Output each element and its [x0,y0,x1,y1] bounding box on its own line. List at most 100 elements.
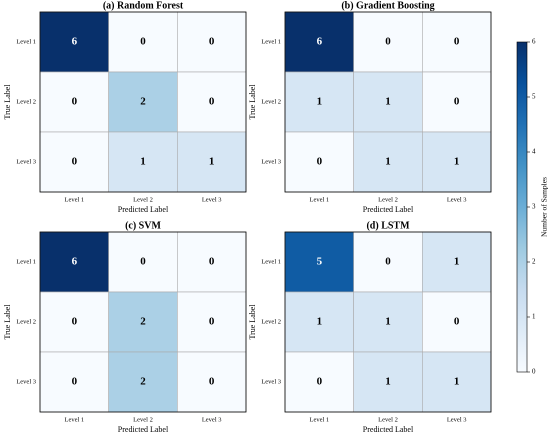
colorbar-tick-label: 3 [532,203,536,211]
colorbar-tick-label: 1 [532,313,536,321]
y-tick-label: Level 1 [16,258,36,265]
cell [108,351,178,413]
cell-label: 6 [72,256,78,268]
x-axis-label: Predicted Label [118,205,169,214]
cell [108,231,178,293]
cell-label: 0 [454,96,460,108]
cell [353,131,423,193]
plot-frame [284,231,492,413]
y-tick-label: Level 3 [16,378,36,385]
y-tick-label: Level 1 [261,258,281,265]
panel-title: (c) SVM [125,220,161,231]
cell-label: 1 [454,376,460,388]
colorbar-label: Number of Samples [540,177,549,237]
cell [39,351,109,413]
x-tick-label: Level 2 [133,196,153,203]
x-tick-label: Level 1 [64,196,84,203]
cell-label: 6 [317,36,323,48]
y-axis-label: True Label [3,304,12,340]
cell-label: 0 [140,36,146,48]
x-axis-label: Predicted Label [363,205,414,214]
cell [353,71,423,133]
cell-label: 2 [140,376,146,388]
cell [177,71,247,133]
x-tick-label: Level 3 [447,416,467,423]
x-tick-label: Level 1 [309,416,329,423]
panel-title: (a) Random Forest [103,0,184,11]
cell-label: 0 [140,256,146,268]
cell-label: 0 [454,36,460,48]
cell-label: 1 [385,376,391,388]
panel-title: (d) LSTM [366,220,410,231]
cell-label: 1 [454,156,460,168]
cell [284,131,354,193]
plot-frame [284,11,492,193]
cell-label: 1 [454,256,460,268]
cell [39,231,109,293]
x-tick-label: Level 3 [202,416,222,423]
cell [108,11,178,73]
cell-label: 1 [385,156,391,168]
cell-label: 0 [209,256,215,268]
cell-label: 1 [140,156,146,168]
cell [108,131,178,193]
cell-label: 0 [72,376,78,388]
x-tick-label: Level 3 [202,196,222,203]
cell [177,291,247,353]
cell [108,71,178,133]
cell [284,11,354,73]
cell-label: 6 [72,36,78,48]
cell-label: 0 [385,256,391,268]
y-axis-label: True Label [248,304,257,340]
cell-label: 0 [72,96,78,108]
cell [39,11,109,73]
colorbar-tick-label: 5 [532,93,536,101]
panel-title: (b) Gradient Boosting [341,0,434,11]
plot-frame [39,231,247,413]
y-tick-label: Level 2 [16,318,36,325]
colorbar [516,41,528,373]
x-tick-label: Level 1 [309,196,329,203]
cell [422,71,492,133]
cell [422,11,492,73]
cell-label: 0 [209,96,215,108]
x-tick-label: Level 3 [447,196,467,203]
cell [353,11,423,73]
colorbar-tick-label: 6 [532,38,536,46]
cell [108,291,178,353]
cell-label: 1 [209,156,215,168]
cell-label: 1 [317,96,323,108]
cell-label: 2 [140,316,146,328]
cell-label: 2 [140,96,146,108]
y-tick-label: Level 2 [16,98,36,105]
cell [353,351,423,413]
y-tick-label: Level 1 [261,38,281,45]
colorbar-tick-label: 4 [532,148,536,156]
y-axis-label: True Label [3,84,12,120]
x-tick-label: Level 2 [378,196,398,203]
cell [422,351,492,413]
cell-label: 0 [385,36,391,48]
y-tick-label: Level 3 [261,378,281,385]
x-tick-label: Level 2 [133,416,153,423]
y-tick-label: Level 3 [261,158,281,165]
cell [39,71,109,133]
cell-label: 0 [209,376,215,388]
cell [422,131,492,193]
cell-label: 1 [317,316,323,328]
cell-label: 0 [209,316,215,328]
cell-label: 0 [317,156,323,168]
y-tick-label: Level 2 [261,318,281,325]
cell [284,231,354,293]
x-tick-label: Level 1 [64,416,84,423]
cell-label: 0 [72,156,78,168]
cell-label: 1 [385,316,391,328]
cell [284,71,354,133]
cell [39,291,109,353]
cell [284,291,354,353]
cell [422,291,492,353]
cell-label: 0 [72,316,78,328]
cell-label: 5 [317,256,323,268]
cell [177,231,247,293]
cell [353,291,423,353]
